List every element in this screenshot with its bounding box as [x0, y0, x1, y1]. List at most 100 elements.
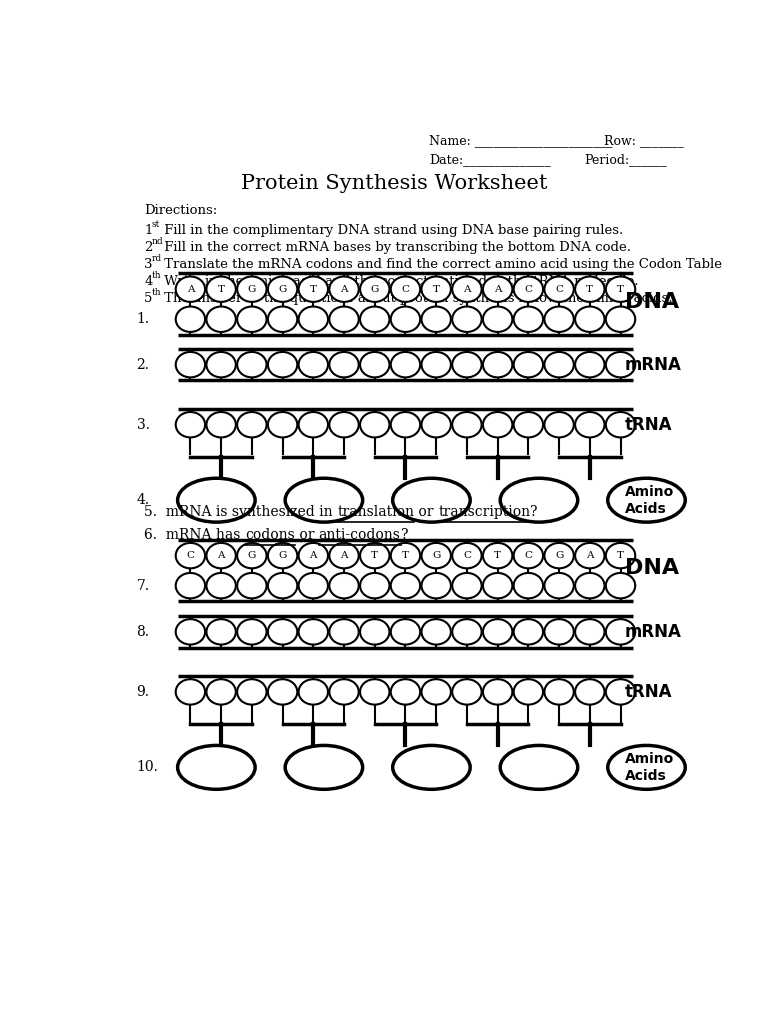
Ellipse shape [176, 543, 205, 568]
Ellipse shape [544, 679, 574, 705]
Text: T: T [371, 551, 378, 560]
Ellipse shape [206, 620, 236, 644]
Text: A: A [217, 551, 225, 560]
Text: T: T [402, 551, 409, 560]
Text: 10.: 10. [136, 761, 159, 774]
Text: Period:______: Period:______ [584, 153, 667, 166]
Ellipse shape [176, 276, 205, 302]
Ellipse shape [206, 306, 236, 332]
Ellipse shape [390, 276, 420, 302]
Text: C: C [463, 551, 471, 560]
Text: C: C [524, 285, 532, 294]
Text: 1.: 1. [136, 312, 149, 327]
Text: T: T [433, 285, 440, 294]
Ellipse shape [452, 412, 481, 437]
Ellipse shape [360, 620, 390, 644]
Text: Row: _______: Row: _______ [604, 134, 684, 146]
Text: mRNA: mRNA [624, 355, 681, 374]
Text: 5: 5 [144, 292, 152, 304]
Ellipse shape [421, 679, 451, 705]
Ellipse shape [483, 352, 512, 378]
Ellipse shape [575, 573, 604, 598]
Ellipse shape [544, 352, 574, 378]
Text: codons: codons [245, 528, 295, 542]
Text: A: A [310, 551, 317, 560]
Ellipse shape [268, 352, 297, 378]
Ellipse shape [206, 573, 236, 598]
Ellipse shape [514, 352, 543, 378]
Text: A: A [494, 285, 501, 294]
Text: G: G [279, 285, 286, 294]
Ellipse shape [176, 679, 205, 705]
Ellipse shape [483, 276, 512, 302]
Text: Date:______________: Date:______________ [430, 153, 551, 166]
Ellipse shape [452, 306, 481, 332]
Text: T: T [218, 285, 225, 294]
Ellipse shape [176, 573, 205, 598]
Text: mRNA: mRNA [624, 623, 681, 641]
Text: G: G [555, 551, 564, 560]
Ellipse shape [421, 573, 451, 598]
Ellipse shape [606, 412, 635, 437]
Ellipse shape [483, 620, 512, 644]
Ellipse shape [575, 620, 604, 644]
Ellipse shape [608, 478, 685, 522]
Ellipse shape [606, 352, 635, 378]
Ellipse shape [360, 412, 390, 437]
Text: Directions:: Directions: [144, 205, 218, 217]
Ellipse shape [606, 679, 635, 705]
Ellipse shape [483, 543, 512, 568]
Text: Translate the mRNA codons and find the correct amino acid using the Codon Table: Translate the mRNA codons and find the c… [160, 258, 721, 270]
Ellipse shape [330, 276, 359, 302]
Ellipse shape [421, 543, 451, 568]
Ellipse shape [237, 679, 266, 705]
Text: C: C [401, 285, 410, 294]
Ellipse shape [452, 620, 481, 644]
Ellipse shape [268, 543, 297, 568]
Text: G: G [370, 285, 379, 294]
Text: Name: ______________________: Name: ______________________ [430, 134, 613, 146]
Text: or: or [414, 505, 438, 519]
Ellipse shape [421, 306, 451, 332]
Ellipse shape [421, 620, 451, 644]
Text: A: A [340, 285, 348, 294]
Text: 3.: 3. [136, 418, 149, 432]
Ellipse shape [514, 412, 543, 437]
Ellipse shape [237, 276, 266, 302]
Text: Amino
Acids: Amino Acids [624, 484, 674, 516]
Text: The answer to the questions about protein synthesis below the amino acids.: The answer to the questions about protei… [160, 292, 672, 304]
Ellipse shape [575, 679, 604, 705]
Ellipse shape [500, 478, 578, 522]
Ellipse shape [206, 412, 236, 437]
Ellipse shape [452, 543, 481, 568]
Text: Fill in the complimentary DNA strand using DNA base pairing rules.: Fill in the complimentary DNA strand usi… [160, 224, 623, 237]
Text: 6.  mRNA has: 6. mRNA has [144, 528, 245, 542]
Ellipse shape [178, 478, 255, 522]
Ellipse shape [360, 306, 390, 332]
Ellipse shape [360, 543, 390, 568]
Ellipse shape [514, 679, 543, 705]
Ellipse shape [452, 573, 481, 598]
Text: st: st [152, 220, 160, 229]
Ellipse shape [299, 573, 328, 598]
Ellipse shape [390, 543, 420, 568]
Ellipse shape [544, 412, 574, 437]
Text: 3: 3 [144, 258, 152, 270]
Text: Protein Synthesis Worksheet: Protein Synthesis Worksheet [241, 174, 548, 193]
Ellipse shape [452, 679, 481, 705]
Text: T: T [617, 285, 624, 294]
Ellipse shape [206, 276, 236, 302]
Ellipse shape [608, 745, 685, 790]
Text: translation: translation [337, 505, 414, 519]
Ellipse shape [421, 412, 451, 437]
Ellipse shape [606, 573, 635, 598]
Ellipse shape [544, 306, 574, 332]
Ellipse shape [514, 306, 543, 332]
Ellipse shape [514, 276, 543, 302]
Ellipse shape [575, 543, 604, 568]
Text: A: A [464, 285, 470, 294]
Text: T: T [617, 551, 624, 560]
Ellipse shape [206, 352, 236, 378]
Text: or: or [295, 528, 319, 542]
Text: A: A [340, 551, 348, 560]
